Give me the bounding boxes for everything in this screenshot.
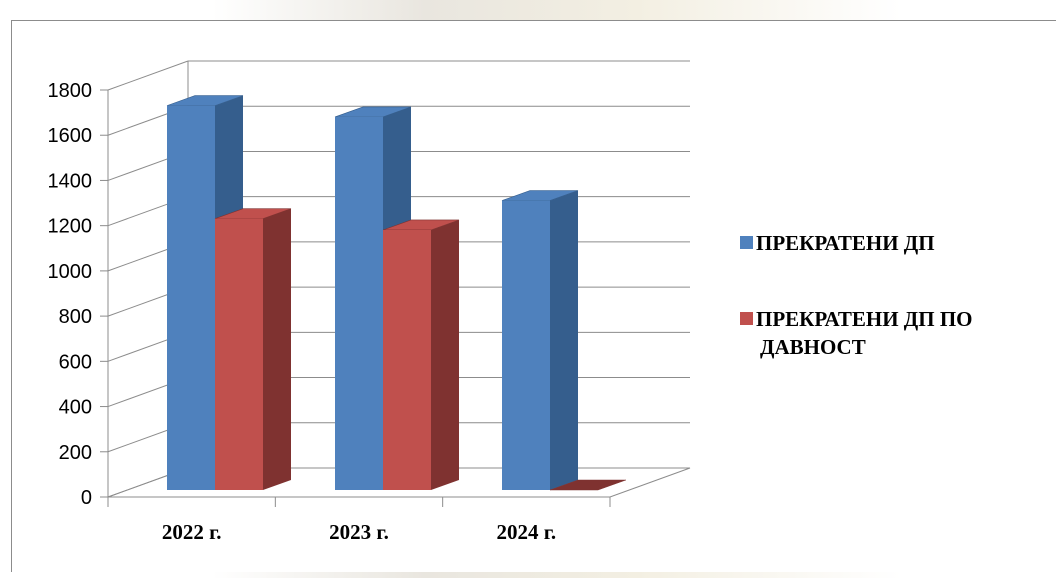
y-tick-label: 200 — [59, 442, 92, 464]
bar-2-1 — [215, 218, 263, 490]
y-tick-label: 400 — [59, 397, 92, 419]
bar-flat-2-3 — [549, 479, 627, 491]
side-gridline — [107, 60, 189, 91]
legend-swatch-1 — [740, 236, 753, 249]
legend-label-2-line2: ДАВНОСТ — [760, 335, 866, 359]
bar-side-2-2 — [431, 219, 459, 490]
y-tick-label: 1200 — [48, 216, 93, 238]
legend-item-2: ПРЕКРАТЕНИ ДП ПО ДАВНОСТ — [740, 305, 1050, 361]
legend-label-1: ПРЕКРАТЕНИ ДП — [756, 231, 935, 255]
x-tick-label: 2024 г. — [496, 520, 556, 544]
x-tick-label: 2022 г. — [162, 520, 222, 544]
y-tick-label: 800 — [59, 306, 92, 328]
bar-2-2 — [383, 229, 431, 490]
y-tick-label: 1400 — [48, 170, 93, 192]
bar-1-3 — [502, 200, 550, 491]
legend-label-2-line1: ПРЕКРАТЕНИ ДП ПО — [756, 307, 973, 331]
y-tick-label: 1800 — [48, 80, 93, 102]
bar-side-1-3 — [550, 190, 578, 491]
y-tick-label: 1000 — [48, 261, 93, 283]
x-tick-label: 2023 г. — [329, 520, 389, 544]
legend-swatch-2 — [740, 312, 753, 325]
y-tick-label: 600 — [59, 351, 92, 373]
bar-1-2 — [335, 116, 383, 491]
y-tick-label: 1600 — [48, 125, 93, 147]
bar-1-1 — [167, 105, 215, 490]
y-tick-label: 0 — [81, 487, 92, 509]
bar-side-2-1 — [263, 208, 291, 490]
legend-item-1: ПРЕКРАТЕНИ ДП — [740, 229, 1050, 257]
